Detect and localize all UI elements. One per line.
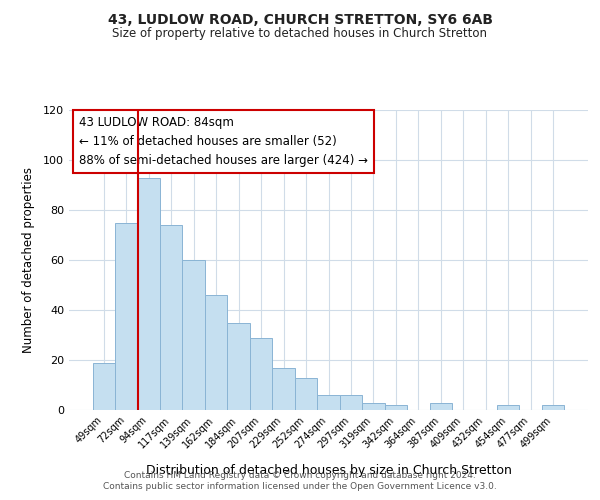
Bar xyxy=(250,338,272,410)
Bar xyxy=(272,368,295,410)
Bar xyxy=(497,405,520,410)
Bar xyxy=(385,405,407,410)
Bar xyxy=(137,178,160,410)
Text: 43, LUDLOW ROAD, CHURCH STRETTON, SY6 6AB: 43, LUDLOW ROAD, CHURCH STRETTON, SY6 6A… xyxy=(107,12,493,26)
Bar xyxy=(115,222,137,410)
Bar xyxy=(362,402,385,410)
Bar xyxy=(295,378,317,410)
Text: Contains public sector information licensed under the Open Government Licence v3: Contains public sector information licen… xyxy=(103,482,497,491)
Bar xyxy=(317,395,340,410)
Bar xyxy=(542,405,565,410)
Y-axis label: Number of detached properties: Number of detached properties xyxy=(22,167,35,353)
Bar xyxy=(227,322,250,410)
Bar xyxy=(182,260,205,410)
Text: Size of property relative to detached houses in Church Stretton: Size of property relative to detached ho… xyxy=(113,28,487,40)
Bar xyxy=(160,225,182,410)
Bar xyxy=(340,395,362,410)
Bar xyxy=(92,362,115,410)
Bar xyxy=(430,402,452,410)
Bar xyxy=(205,295,227,410)
Text: 43 LUDLOW ROAD: 84sqm
← 11% of detached houses are smaller (52)
88% of semi-deta: 43 LUDLOW ROAD: 84sqm ← 11% of detached … xyxy=(79,116,368,167)
Text: Contains HM Land Registry data © Crown copyright and database right 2024.: Contains HM Land Registry data © Crown c… xyxy=(124,471,476,480)
X-axis label: Distribution of detached houses by size in Church Stretton: Distribution of detached houses by size … xyxy=(146,464,511,477)
